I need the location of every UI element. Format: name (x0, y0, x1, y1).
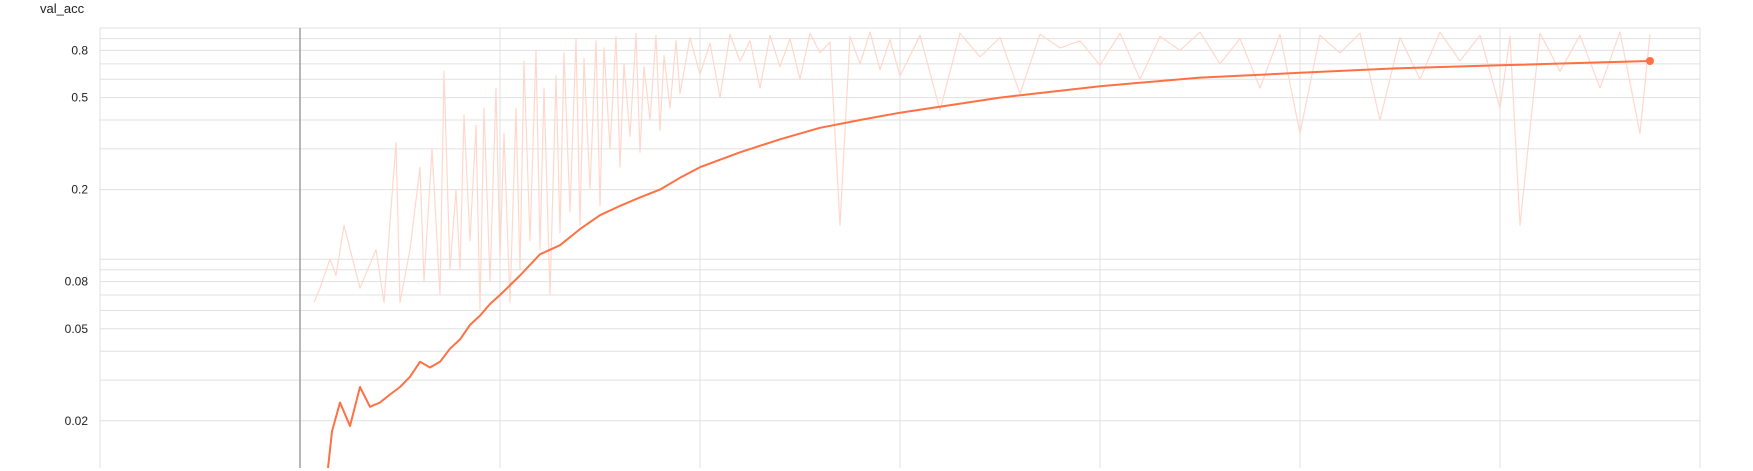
raw-series-line (313, 31, 1651, 312)
chart-title: val_acc (40, 1, 85, 16)
y-tick-label: 0.2 (71, 183, 88, 197)
y-tick-label: 0.05 (65, 322, 89, 336)
raw-series-layer (313, 31, 1651, 312)
grid-lines (99, 27, 1701, 468)
y-tick-label: 0.8 (71, 43, 88, 57)
y-tick-label: 0.5 (71, 91, 88, 105)
smoothed-series-line (327, 60, 1651, 469)
smoothed-series-layer (327, 56, 1654, 469)
y-tick-label: 0.02 (65, 414, 89, 428)
y-tick-label: 0.08 (65, 275, 89, 289)
last-point-marker (1646, 56, 1654, 65)
y-axis-ticks: 0.8 0.5 0.2 0.08 0.05 0.02 (65, 43, 89, 427)
